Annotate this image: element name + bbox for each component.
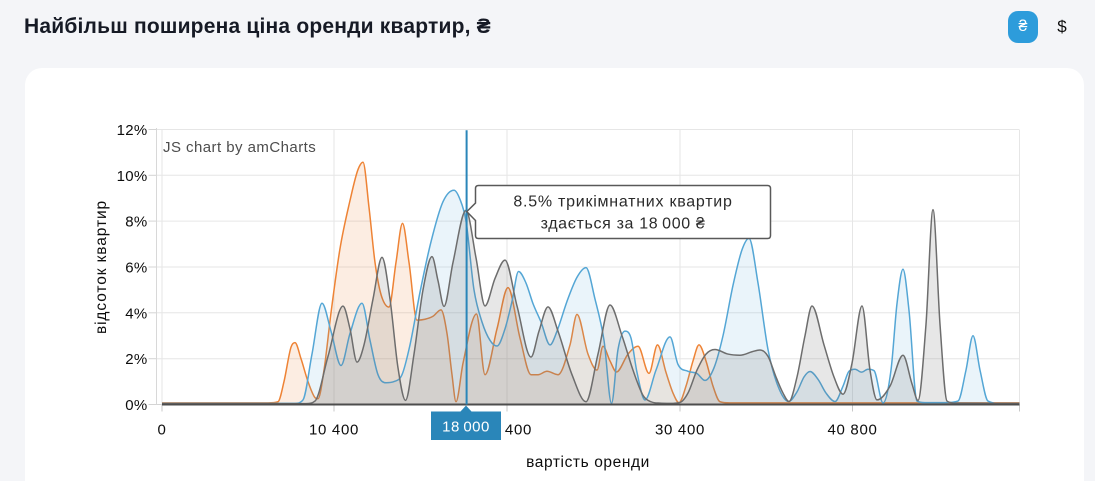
svg-text:30 400: 30 400 (655, 422, 705, 439)
svg-text:8.5% трикімнатних квартир: 8.5% трикімнатних квартир (513, 193, 732, 210)
svg-text:2%: 2% (125, 351, 147, 368)
svg-text:10%: 10% (117, 168, 148, 185)
svg-text:відсоток квартир: відсоток квартир (93, 200, 110, 334)
svg-text:40 800: 40 800 (827, 422, 877, 439)
svg-text:8%: 8% (125, 214, 147, 231)
svg-text:0%: 0% (125, 397, 147, 414)
svg-text:12%: 12% (117, 122, 148, 139)
svg-text:JS chart by amCharts: JS chart by amCharts (163, 139, 316, 156)
svg-text:6%: 6% (125, 260, 147, 277)
svg-text:4%: 4% (125, 305, 147, 322)
svg-text:вартість оренди: вартість оренди (526, 454, 650, 471)
svg-text:здається за 18 000 ₴: здається за 18 000 ₴ (541, 215, 706, 232)
svg-text:0: 0 (157, 422, 166, 439)
svg-text:10 400: 10 400 (309, 422, 359, 439)
svg-text:18 000: 18 000 (442, 419, 490, 436)
